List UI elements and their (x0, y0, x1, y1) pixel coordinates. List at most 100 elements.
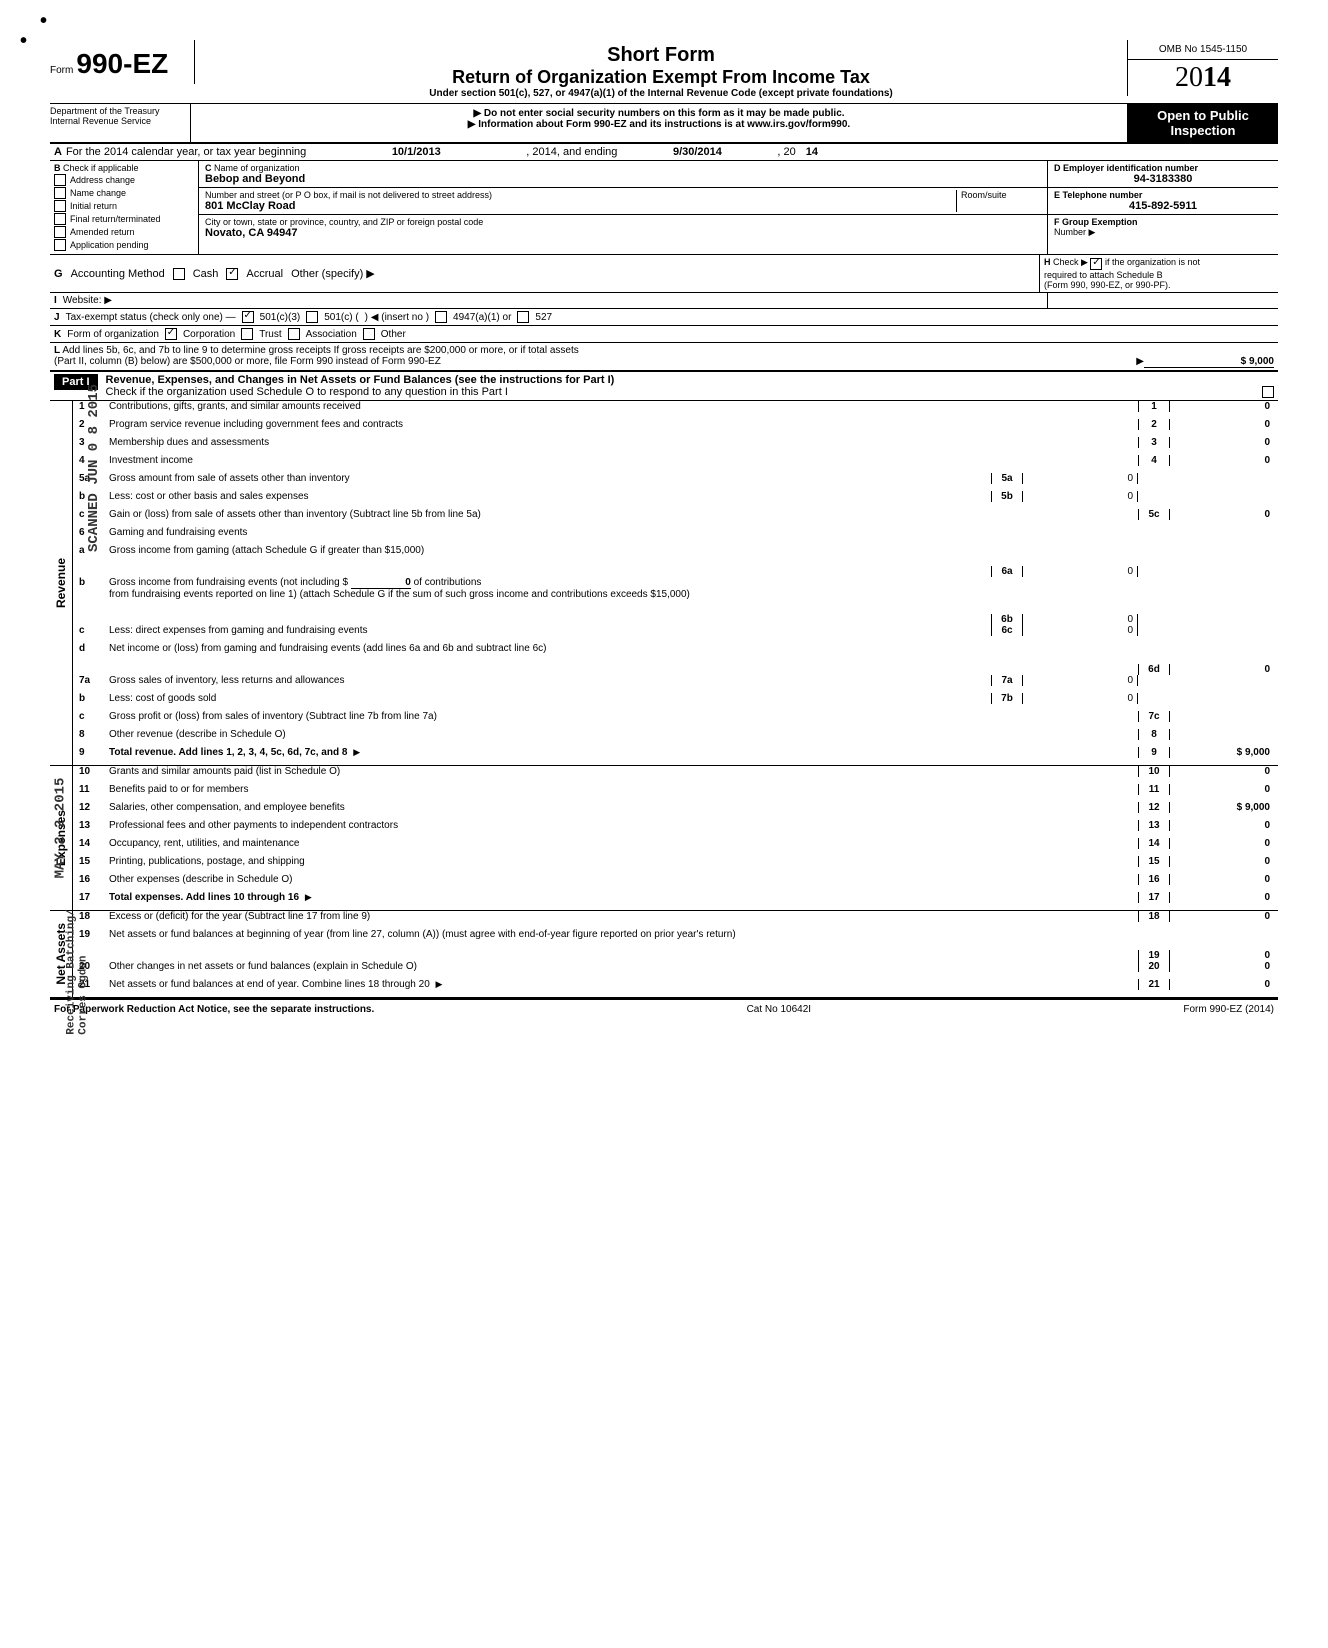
ln: 8 (73, 729, 109, 740)
other-label: Other (specify) ▶ (291, 267, 375, 280)
lv[interactable]: 0 (1170, 838, 1278, 849)
h-text3: required to attach Schedule B (1044, 270, 1274, 280)
lv[interactable]: 0 (1170, 419, 1278, 430)
mv[interactable]: 0 (1023, 614, 1138, 625)
lv[interactable]: 0 (1170, 820, 1278, 831)
lb: 13 (1138, 820, 1170, 831)
lv[interactable]: 0 (1170, 950, 1278, 961)
lv[interactable]: 0 (1170, 509, 1278, 520)
cb-cash[interactable] (173, 268, 185, 280)
line-a: A For the 2014 calendar year, or tax yea… (50, 144, 1278, 161)
lv[interactable]: 0 (1170, 401, 1278, 412)
label-c: C (205, 163, 212, 173)
mv[interactable]: 0 (1023, 675, 1138, 686)
org-name[interactable]: Bebop and Beyond (205, 173, 1041, 185)
mv[interactable]: 0 (1023, 693, 1138, 704)
ld: Contributions, gifts, grants, and simila… (109, 401, 1138, 412)
ld: Grants and similar amounts paid (list in… (109, 766, 1138, 777)
dept-cell: Department of the Treasury Internal Reve… (50, 104, 191, 142)
l6b-d3: from fundraising events reported on line… (109, 589, 987, 600)
cb-accrual[interactable] (226, 268, 238, 280)
lv[interactable]: 0 (1170, 784, 1278, 795)
mv[interactable]: 0 (1023, 566, 1138, 577)
line-a-yy[interactable]: 14 (806, 146, 818, 158)
cb-label: Amended return (70, 227, 135, 237)
stamp-scanned: SCANNED JUN 0 8 2015 (86, 384, 102, 552)
lv[interactable]: 0 (1170, 874, 1278, 885)
phone-row: E Telephone number 415-892-5911 (1048, 188, 1278, 215)
mv[interactable]: 0 (1023, 491, 1138, 502)
lv[interactable]: $ 9,000 (1170, 802, 1278, 813)
revenue-label: Revenue (54, 558, 68, 608)
ln: c (73, 711, 109, 722)
ln: 14 (73, 838, 109, 849)
line-a-end[interactable]: 9/30/2014 (617, 146, 777, 158)
ld: Other changes in net assets or fund bala… (109, 961, 1138, 972)
cb-label: Name change (70, 188, 126, 198)
cb-527[interactable] (517, 311, 529, 323)
part1-header: Part I Revenue, Expenses, and Changes in… (50, 372, 1278, 401)
cb-corporation[interactable] (165, 328, 177, 340)
cb-other-org[interactable] (363, 328, 375, 340)
org-addr[interactable]: 801 McClay Road (205, 200, 956, 212)
year-bold: 14 (1203, 62, 1231, 93)
netassets-section: Net Assets 18Excess or (deficit) for the… (50, 911, 1278, 999)
footer-right: Form 990-EZ (2014) (1183, 1004, 1274, 1015)
mb: 6a (991, 566, 1023, 577)
ln: 15 (73, 856, 109, 867)
lv[interactable]: $ 9,000 (1170, 747, 1278, 758)
lv[interactable]: 0 (1170, 664, 1278, 675)
addr-label: Number and street (or P O box, if mail i… (205, 190, 956, 200)
lv[interactable]: 0 (1170, 455, 1278, 466)
ln: 11 (73, 784, 109, 795)
cb-label: Initial return (70, 201, 117, 211)
form-header: Form 990-EZ Short Form Return of Organiz… (50, 40, 1278, 104)
l-text2: (Part II, column (B) below) are $500,000… (54, 356, 1136, 368)
org-city[interactable]: Novato, CA 94947 (205, 227, 1041, 239)
netassets-lines: 18Excess or (deficit) for the year (Subt… (73, 911, 1278, 997)
cb-application-pending[interactable]: Application pending (54, 239, 194, 251)
l17d: Total expenses. Add lines 10 through 16 (109, 892, 299, 903)
line-a-text1: For the 2014 calendar year, or tax year … (66, 146, 306, 158)
l-value[interactable]: $ 9,000 (1144, 356, 1274, 368)
footer-right-text: Form 990-EZ (2014) (1183, 1004, 1274, 1015)
cb-initial-return[interactable]: Initial return (54, 200, 194, 212)
mb: 5a (991, 473, 1023, 484)
lv[interactable]: 0 (1170, 979, 1278, 990)
form-number: 990-EZ (76, 48, 168, 79)
cb-amended-return[interactable]: Amended return (54, 226, 194, 238)
l6b-insert[interactable]: 0 (351, 577, 411, 589)
right-header-cell: OMB No 1545-1150 2014 (1127, 40, 1278, 96)
cb-label: Application pending (70, 240, 149, 250)
accrual-label: Accrual (246, 268, 283, 280)
l-text1: Add lines 5b, 6c, and 7b to line 9 to de… (62, 345, 578, 356)
line-a-begin[interactable]: 10/1/2013 (306, 146, 526, 158)
e-label: E Telephone number (1054, 190, 1272, 200)
cb-4947[interactable] (435, 311, 447, 323)
cb-final-return[interactable]: Final return/terminated (54, 213, 194, 225)
mv[interactable]: 0 (1023, 473, 1138, 484)
cb-association[interactable] (288, 328, 300, 340)
lv[interactable]: 0 (1170, 766, 1278, 777)
cb-schedule-o[interactable] (1262, 386, 1274, 398)
lv[interactable]: 0 (1170, 961, 1278, 972)
section-bcdef: B Check if applicable Address change Nam… (50, 161, 1278, 255)
ld: Gross income from fundraising events (no… (109, 577, 991, 600)
cb-name-change[interactable]: Name change (54, 187, 194, 199)
ein-value[interactable]: 94-3183380 (1054, 173, 1272, 185)
form-prefix: Form (50, 65, 73, 76)
cb-501c[interactable] (306, 311, 318, 323)
l9d: Total revenue. Add lines 1, 2, 3, 4, 5c,… (109, 747, 347, 758)
check-if-applicable: Check if applicable (63, 163, 139, 173)
h-text2: if the organization is not (1105, 257, 1200, 267)
phone-value[interactable]: 415-892-5911 (1054, 200, 1272, 212)
cb-schedule-b[interactable] (1090, 258, 1102, 270)
lv[interactable]: 0 (1170, 856, 1278, 867)
mv[interactable]: 0 (1023, 625, 1138, 636)
lv[interactable]: 0 (1170, 892, 1278, 903)
lv[interactable]: 0 (1170, 437, 1278, 448)
cb-address-change[interactable]: Address change (54, 174, 194, 186)
lv[interactable]: 0 (1170, 911, 1278, 922)
cb-501c3[interactable] (242, 311, 254, 323)
cb-trust[interactable] (241, 328, 253, 340)
